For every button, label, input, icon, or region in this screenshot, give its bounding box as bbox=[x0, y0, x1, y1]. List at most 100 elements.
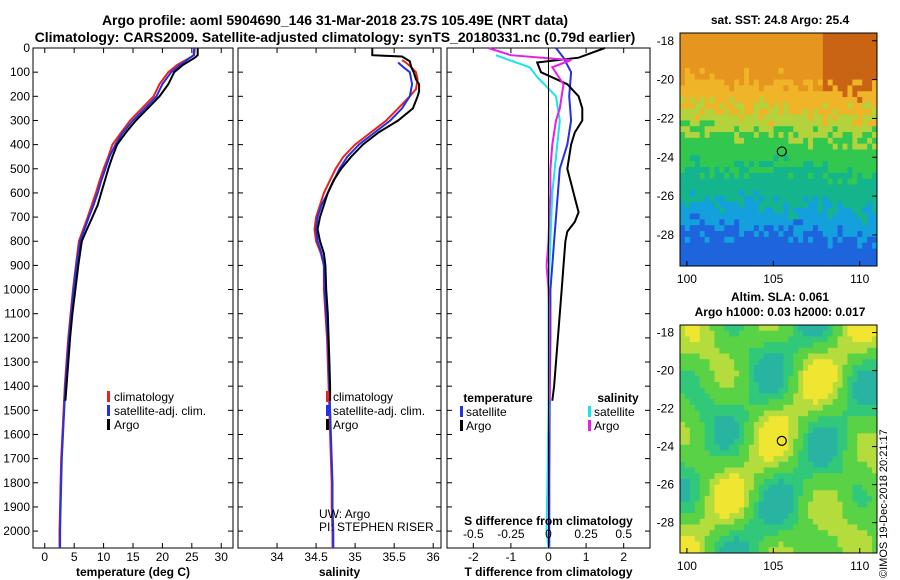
map-cell bbox=[739, 219, 745, 226]
map-cell bbox=[699, 325, 706, 332]
map-cell bbox=[773, 102, 779, 110]
map-cell bbox=[857, 359, 863, 366]
map-cell bbox=[694, 535, 701, 543]
map-cell bbox=[773, 353, 779, 360]
x-axis-label: T difference from climatology bbox=[464, 565, 632, 579]
map-cell bbox=[852, 254, 858, 261]
map-cell bbox=[837, 530, 844, 537]
map-cell bbox=[684, 207, 691, 215]
map-cell bbox=[729, 236, 735, 244]
map-cell bbox=[822, 370, 829, 377]
map-cell bbox=[704, 225, 711, 232]
map-cell bbox=[857, 166, 863, 174]
map-cell bbox=[778, 97, 784, 104]
map-cell bbox=[832, 387, 839, 394]
map-cell bbox=[793, 219, 799, 226]
map-cell bbox=[862, 155, 868, 162]
map-cell bbox=[783, 359, 789, 366]
map-cell bbox=[817, 490, 824, 497]
map-cell bbox=[847, 382, 853, 389]
map-cell bbox=[684, 161, 691, 168]
map-cell bbox=[808, 461, 814, 468]
map-cell bbox=[798, 161, 804, 168]
map-cell bbox=[812, 547, 819, 554]
map-cell bbox=[852, 359, 858, 366]
map-cell bbox=[812, 236, 819, 244]
map-cell bbox=[753, 325, 760, 332]
map-cell bbox=[862, 102, 868, 110]
map-cell bbox=[744, 496, 750, 503]
map-cell bbox=[704, 404, 711, 411]
map-cell bbox=[689, 231, 696, 238]
map-cell bbox=[763, 225, 770, 232]
map-cell bbox=[719, 518, 725, 525]
map-cell bbox=[862, 382, 868, 389]
map-cell bbox=[847, 336, 853, 343]
map-cell bbox=[768, 254, 775, 261]
map-cell bbox=[867, 62, 873, 69]
map-cell bbox=[704, 450, 711, 457]
map-cell bbox=[763, 342, 770, 349]
map-cell bbox=[808, 370, 814, 377]
map-cell bbox=[758, 137, 765, 145]
map-cell bbox=[827, 73, 834, 81]
map-cell bbox=[709, 56, 715, 63]
map-cell bbox=[694, 376, 701, 383]
map-cell bbox=[724, 541, 730, 548]
map-cell bbox=[758, 132, 765, 139]
map-cell bbox=[832, 97, 839, 104]
map-cell bbox=[709, 382, 715, 389]
map-cell bbox=[857, 342, 863, 349]
map-cell bbox=[872, 518, 878, 525]
map-cell bbox=[837, 207, 844, 215]
map-cell bbox=[724, 478, 730, 486]
map-cell bbox=[857, 213, 863, 220]
map-cell bbox=[714, 172, 720, 180]
map-cell bbox=[744, 143, 750, 151]
map-cell bbox=[842, 393, 848, 400]
map-cell bbox=[680, 108, 686, 116]
map-cell bbox=[803, 137, 809, 145]
map-cell bbox=[788, 444, 794, 451]
map-cell bbox=[822, 126, 829, 133]
map-cell bbox=[753, 444, 760, 451]
map-cell bbox=[822, 478, 829, 486]
map-cell bbox=[872, 370, 878, 377]
map-cell bbox=[803, 132, 809, 139]
map-cell bbox=[773, 225, 779, 232]
map-cell bbox=[827, 501, 834, 508]
legend-label: Argo bbox=[114, 418, 140, 432]
map-cell bbox=[852, 342, 858, 349]
map-cell bbox=[778, 370, 784, 377]
map-cell bbox=[763, 353, 770, 360]
map-cell bbox=[778, 67, 784, 75]
map-cell bbox=[753, 33, 760, 40]
map-cell bbox=[699, 248, 706, 255]
map-cell bbox=[822, 513, 829, 520]
map-cell bbox=[729, 242, 735, 250]
map-cell bbox=[808, 102, 814, 110]
map-cell bbox=[862, 120, 868, 127]
map-x-tick-label: 105 bbox=[763, 559, 783, 573]
map-cell bbox=[763, 161, 770, 168]
map-cell bbox=[753, 225, 760, 232]
map-cell bbox=[862, 535, 868, 543]
map-cell bbox=[778, 353, 784, 360]
map-cell bbox=[763, 490, 770, 497]
map-cell bbox=[684, 143, 691, 151]
map-cell bbox=[694, 73, 701, 81]
map-cell bbox=[822, 410, 829, 417]
map-cell bbox=[758, 353, 765, 360]
map-cell bbox=[734, 330, 740, 337]
map-cell bbox=[793, 518, 799, 525]
map-cell bbox=[689, 535, 696, 543]
map-cell bbox=[744, 102, 750, 110]
map-cell bbox=[684, 114, 691, 121]
map-cell bbox=[709, 467, 715, 474]
map-cell bbox=[763, 467, 770, 474]
map-cell bbox=[729, 260, 735, 267]
map-cell bbox=[773, 547, 779, 554]
map-cell bbox=[753, 196, 760, 203]
map-cell bbox=[798, 254, 804, 261]
map-cell bbox=[684, 364, 691, 372]
